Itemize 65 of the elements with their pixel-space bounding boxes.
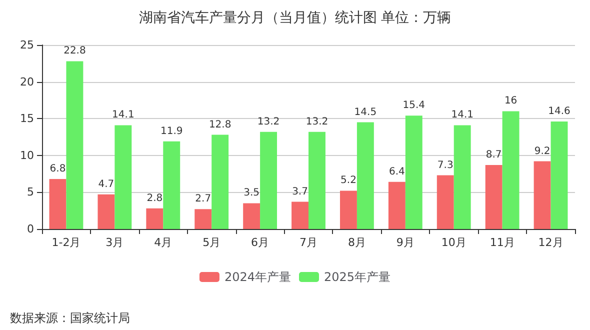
legend-label: 2024年产量 (224, 270, 292, 284)
data-label: 3.5 (244, 188, 260, 199)
x-tick-label: 12月 (538, 236, 564, 249)
data-label: 14.6 (548, 106, 570, 118)
data-label: 15.4 (402, 100, 426, 112)
data-label: 16 (504, 96, 518, 107)
bar (340, 190, 357, 229)
bar (436, 175, 454, 229)
data-label: 9.2 (534, 146, 550, 157)
legend-label: 2025年产量 (324, 270, 391, 284)
x-tick-label: 4月 (154, 236, 172, 249)
chart-title: 湖南省汽车产量分月（当月值）统计图 单位：万辆 (138, 10, 452, 26)
data-label: 5.2 (340, 175, 356, 186)
bar (308, 132, 326, 229)
data-label: 4.7 (98, 178, 114, 190)
bar (485, 164, 502, 229)
bar (212, 134, 229, 229)
x-tick-label: 3月 (106, 236, 124, 249)
x-tick-label: 9月 (396, 236, 414, 249)
bar (454, 125, 471, 229)
data-label: 7.3 (437, 160, 454, 171)
y-tick-label: 20 (20, 75, 34, 88)
bar (405, 116, 422, 229)
bar (114, 125, 132, 229)
data-label: 14.5 (354, 106, 377, 118)
data-label: 14.1 (112, 110, 134, 121)
y-tick-label: 15 (20, 112, 34, 126)
data-label: 6.8 (50, 163, 66, 174)
bar (49, 178, 66, 229)
data-label: 13.2 (257, 116, 280, 128)
source-note: 数据来源：国家统计局 (10, 311, 130, 325)
data-label: 2.8 (146, 192, 163, 204)
y-tick-label: 5 (27, 186, 34, 199)
x-tick-label: 7月 (300, 236, 318, 249)
data-label: 12.8 (208, 119, 232, 130)
bar (502, 111, 520, 229)
data-label: 3.7 (292, 186, 308, 198)
bar (388, 182, 406, 229)
x-tick-label: 10月 (441, 236, 466, 249)
data-label: 11.9 (160, 126, 183, 137)
data-label: 13.2 (306, 116, 328, 128)
data-label: 8.7 (486, 149, 502, 160)
data-label: 22.8 (64, 46, 86, 57)
x-tick-label: 8月 (348, 236, 366, 249)
bar (194, 209, 212, 229)
y-tick-label: 25 (20, 38, 34, 52)
x-tick-label: 11月 (490, 236, 515, 249)
bar (66, 61, 84, 229)
bar (243, 203, 260, 229)
x-tick-label: 5月 (202, 236, 221, 249)
bar (98, 194, 115, 229)
bar (260, 132, 278, 229)
x-tick-label: 1-2月 (52, 236, 81, 249)
y-tick-label: 10 (20, 148, 34, 162)
y-tick-label: 0 (27, 222, 34, 236)
data-label: 2.7 (195, 194, 212, 205)
bar (534, 161, 551, 229)
bar (146, 208, 164, 229)
bar (163, 141, 180, 229)
bar (550, 122, 568, 229)
data-label: 14.1 (451, 110, 474, 121)
bar (356, 122, 374, 229)
data-label: 6.4 (388, 166, 405, 178)
bar (292, 202, 308, 229)
x-tick-label: 6月 (251, 236, 270, 249)
